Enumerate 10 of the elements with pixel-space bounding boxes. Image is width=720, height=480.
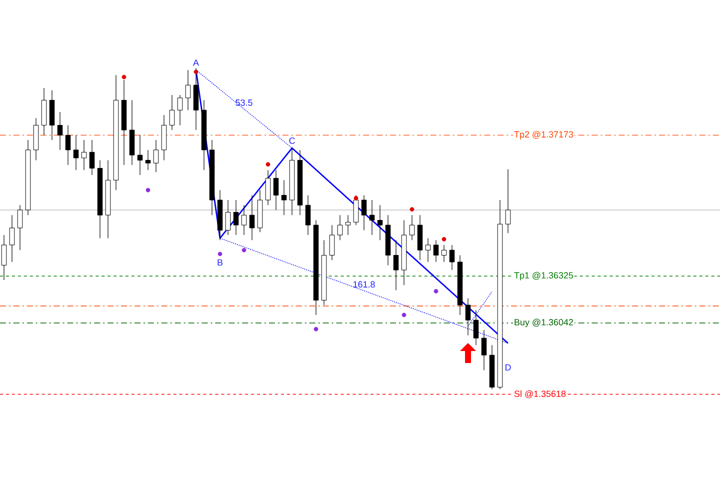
annotation: B: [218, 259, 223, 266]
annotation: A: [193, 60, 199, 66]
annotation: 53.5: [236, 99, 252, 106]
ref-line-label: Tp1 @1.36325: [514, 272, 574, 280]
ref-line-label: Buy @1.36042: [514, 318, 573, 328]
annotation: C: [289, 137, 295, 144]
annotation: D: [506, 364, 511, 371]
ref-line-label: Tp2 @1.37173: [514, 130, 574, 140]
ref-line-label: Sl @1.35618: [514, 390, 566, 398]
annotation: 161.8: [353, 281, 375, 288]
